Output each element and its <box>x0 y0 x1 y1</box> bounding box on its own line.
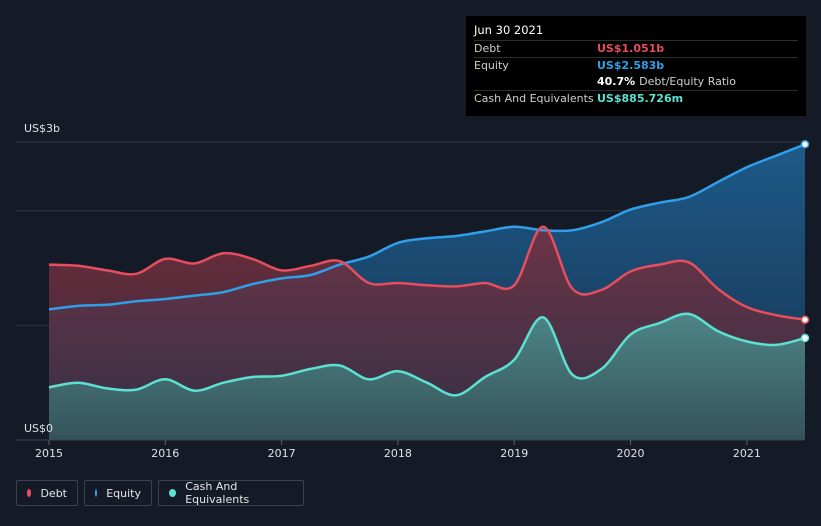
series-endpoints <box>800 140 810 343</box>
tooltip-label: Equity <box>474 59 509 72</box>
equity-line <box>48 143 806 311</box>
tooltip-row-ratio: 40.7% Debt/Equity Ratio <box>474 74 798 90</box>
y-axis-top-label: US$3b <box>24 122 60 135</box>
tooltip-value-equity: US$2.583b <box>597 59 665 72</box>
equity-endpoint <box>800 140 810 149</box>
cash-and-equivalents-line <box>48 312 806 397</box>
tooltip-ratio-caption: Debt/Equity Ratio <box>639 75 736 88</box>
series-lines <box>48 143 806 397</box>
tooltip-date: Jun 30 2021 <box>474 23 544 37</box>
tooltip-value-debt: US$1.051b <box>597 42 665 55</box>
legend-toggle-cash[interactable]: Cash And Equivalents <box>158 480 304 506</box>
cash-and-equivalents-area <box>49 313 805 440</box>
tooltip-row-equity: Equity US$2.583b <box>474 57 798 74</box>
legend-dot-icon <box>27 489 32 497</box>
x-tick-label: 2021 <box>733 447 761 460</box>
cash-and-equivalents-endpoint <box>800 333 810 343</box>
legend-toggle-equity[interactable]: Equity <box>84 480 152 506</box>
tooltip-row-debt: Debt US$1.051b <box>474 40 798 57</box>
series-areas <box>49 144 805 441</box>
tooltip-value-cash: US$885.726m <box>597 92 684 105</box>
legend-label: Equity <box>106 486 141 500</box>
legend-label: Debt <box>40 486 67 500</box>
x-tick-label: 2019 <box>500 447 528 460</box>
legend-dot-icon <box>95 489 98 497</box>
debt-endpoint <box>800 315 810 324</box>
debt-line <box>48 225 806 321</box>
y-axis-bottom-label: US$0 <box>24 422 53 435</box>
x-tick-label: 2018 <box>384 447 412 460</box>
x-tick-label: 2017 <box>268 447 296 460</box>
tooltip-panel: Jun 30 2021 Debt US$1.051b Equity US$2.5… <box>466 16 806 116</box>
tooltip-row-cash: Cash And Equivalents US$885.726m <box>474 90 798 107</box>
tooltip-value-ratio: 40.7% <box>597 75 636 88</box>
x-axis-ticks: 2015 2016 2017 2018 2019 2020 2021 <box>35 440 761 460</box>
x-tick-label: 2016 <box>151 447 179 460</box>
legend-label: Cash And Equivalents <box>185 480 250 506</box>
x-tick-label: 2020 <box>617 447 645 460</box>
tooltip-label: Cash And Equivalents <box>474 92 594 105</box>
legend-dot-icon <box>169 489 177 497</box>
legend-toggle-debt[interactable]: Debt <box>16 480 78 506</box>
x-tick-label: 2015 <box>35 447 63 460</box>
tooltip-label: Debt <box>474 42 501 55</box>
